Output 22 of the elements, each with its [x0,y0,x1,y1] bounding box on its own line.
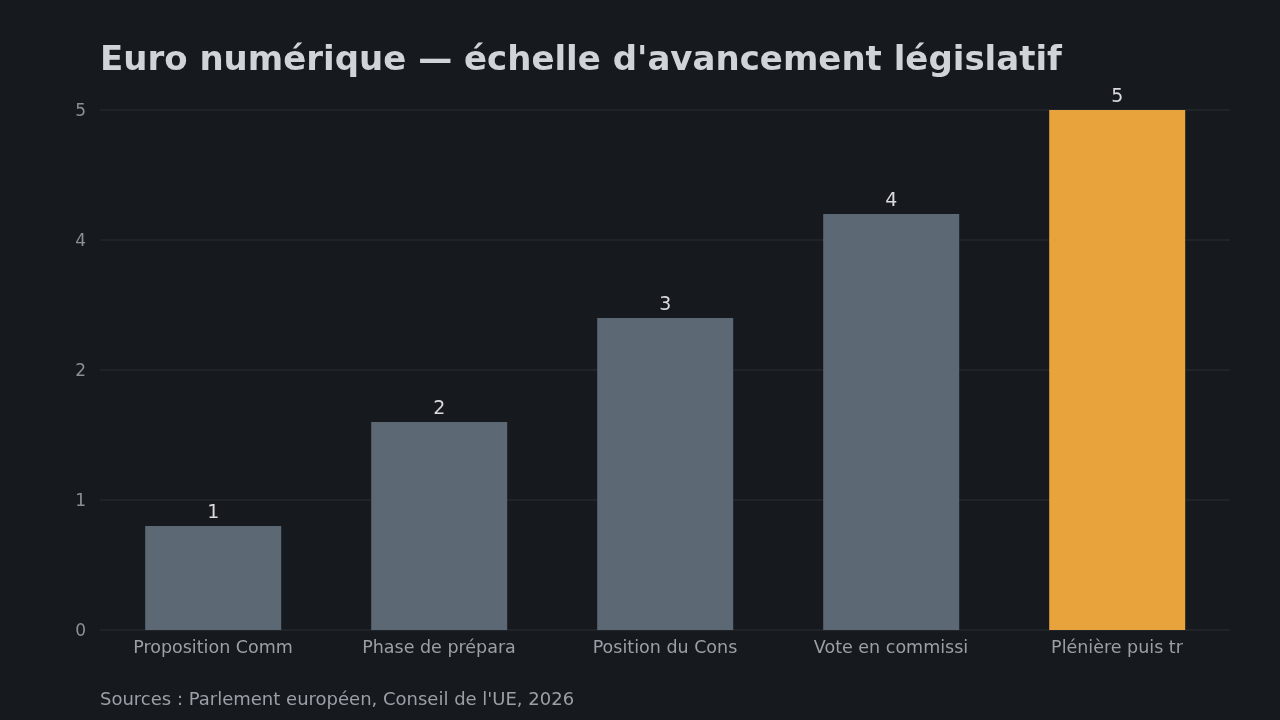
bar [823,214,960,630]
y-tick-label: 4 [75,230,86,251]
x-tick-label: Plénière puis tr [1051,637,1184,658]
y-tick-label: 2 [75,360,86,381]
data-label: 4 [885,188,898,210]
bar [371,422,508,630]
y-tick-label: 0 [75,620,86,641]
data-label: 1 [207,500,220,522]
data-label: 5 [1111,84,1124,106]
x-tick-label: Position du Cons [592,637,738,658]
bar [1049,110,1186,630]
data-label: 3 [659,292,672,314]
bar [597,318,734,630]
y-tick-label: 1 [75,490,86,511]
data-label: 2 [433,396,446,418]
bar [145,526,282,630]
x-tick-label: Phase de prépara [362,637,516,658]
chart-title: Euro numérique — échelle d'avancement législatif [100,37,1062,79]
x-tick-label: Proposition Comm [133,637,293,658]
x-tick-label: Vote en commissi [813,637,969,658]
y-tick-label: 5 [75,100,86,121]
source-note: Sources : Parlement européen, Conseil de l'UE, 2026 [100,687,575,711]
